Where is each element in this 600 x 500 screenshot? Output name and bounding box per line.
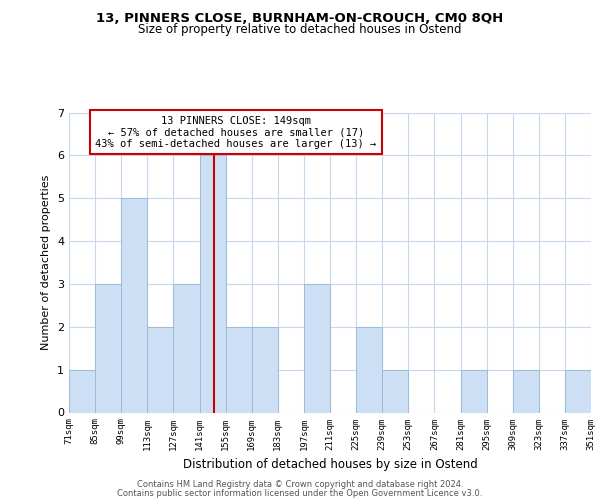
Bar xyxy=(148,327,173,412)
Text: Size of property relative to detached houses in Ostend: Size of property relative to detached ho… xyxy=(138,24,462,36)
Bar xyxy=(173,284,199,412)
Text: 13, PINNERS CLOSE, BURNHAM-ON-CROUCH, CM0 8QH: 13, PINNERS CLOSE, BURNHAM-ON-CROUCH, CM… xyxy=(97,12,503,26)
Bar xyxy=(513,370,539,412)
Text: Contains public sector information licensed under the Open Government Licence v3: Contains public sector information licen… xyxy=(118,489,482,498)
Bar xyxy=(382,370,409,412)
Bar xyxy=(95,284,121,412)
Bar xyxy=(252,327,278,412)
Bar xyxy=(565,370,591,412)
Text: Contains HM Land Registry data © Crown copyright and database right 2024.: Contains HM Land Registry data © Crown c… xyxy=(137,480,463,489)
Bar xyxy=(69,370,95,412)
Bar xyxy=(121,198,148,412)
Text: 13 PINNERS CLOSE: 149sqm
← 57% of detached houses are smaller (17)
43% of semi-d: 13 PINNERS CLOSE: 149sqm ← 57% of detach… xyxy=(95,116,377,148)
Y-axis label: Number of detached properties: Number of detached properties xyxy=(41,175,52,350)
Bar xyxy=(199,156,226,412)
Bar xyxy=(226,327,252,412)
Bar xyxy=(304,284,330,412)
Bar xyxy=(461,370,487,412)
Bar xyxy=(356,327,382,412)
X-axis label: Distribution of detached houses by size in Ostend: Distribution of detached houses by size … xyxy=(182,458,478,471)
